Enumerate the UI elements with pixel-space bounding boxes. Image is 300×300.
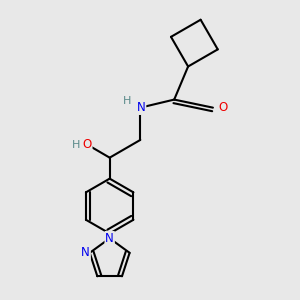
Text: N: N: [81, 246, 90, 259]
Text: O: O: [82, 138, 92, 151]
Text: O: O: [218, 101, 227, 114]
Text: H: H: [123, 96, 132, 106]
Text: N: N: [137, 101, 146, 114]
Text: H: H: [72, 140, 80, 150]
Text: N: N: [105, 232, 114, 245]
